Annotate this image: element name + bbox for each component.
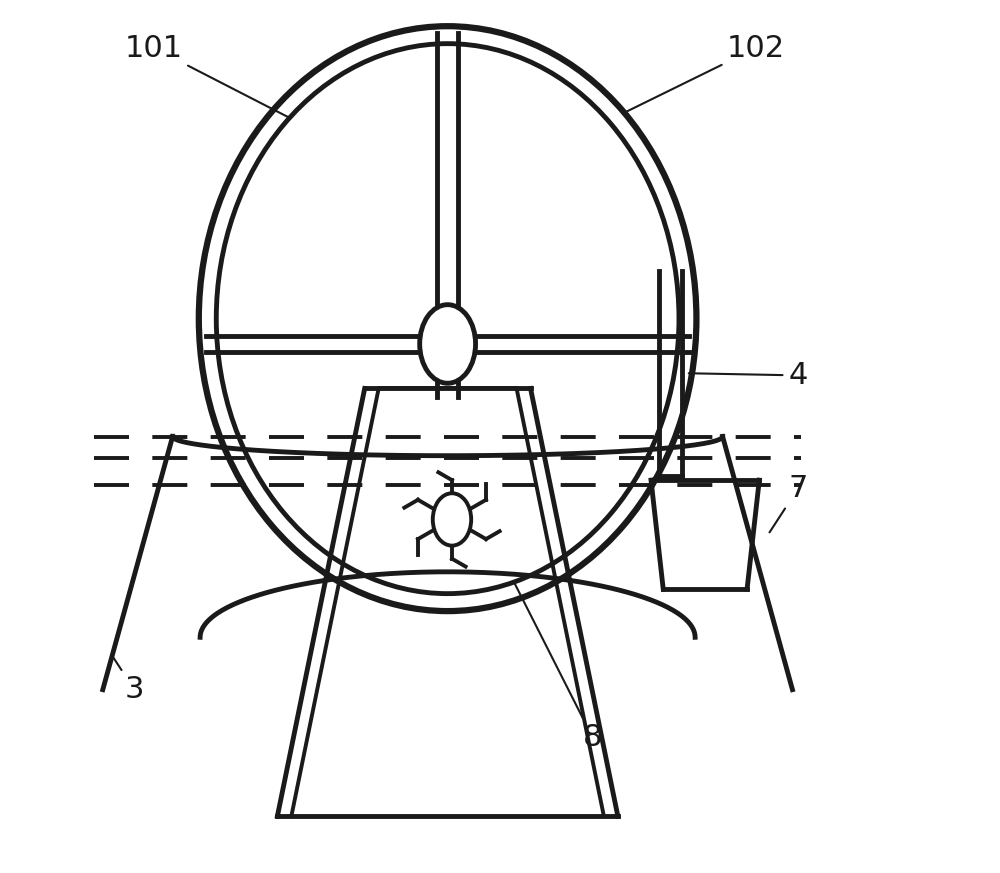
Text: 3: 3 [113, 657, 144, 705]
Text: 102: 102 [624, 33, 785, 113]
Ellipse shape [420, 305, 476, 383]
Text: 7: 7 [770, 474, 807, 533]
Text: 101: 101 [125, 33, 291, 119]
Ellipse shape [216, 44, 679, 594]
Text: 8: 8 [506, 566, 602, 753]
Text: 4: 4 [689, 361, 807, 390]
Ellipse shape [433, 493, 471, 546]
